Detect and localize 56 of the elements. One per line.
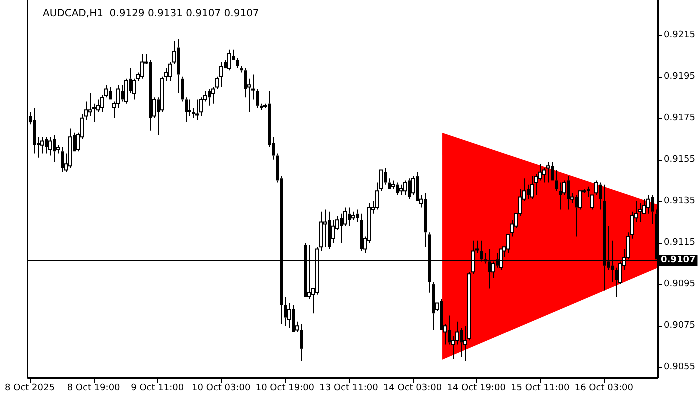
candlestick xyxy=(33,108,36,154)
x-tick-label: 14 Oct 19:00 xyxy=(447,384,506,394)
candlestick xyxy=(456,321,460,346)
candlestick xyxy=(324,209,328,248)
candlestick xyxy=(181,76,184,102)
y-tick-label: 0.9175 xyxy=(664,113,696,124)
x-tick-label: 10 Oct 19:00 xyxy=(256,384,315,394)
candlestick xyxy=(638,203,642,223)
x-tick-label: 9 Oct 11:00 xyxy=(131,384,184,394)
x-tick-label: 16 Oct 03:00 xyxy=(574,384,634,394)
candlestick xyxy=(48,136,52,156)
candlestick xyxy=(288,302,292,329)
candlestick xyxy=(40,136,44,154)
candlestick xyxy=(160,76,164,113)
candlestick xyxy=(534,174,538,196)
candlestick xyxy=(116,84,120,108)
y-tick-label: 0.9215 xyxy=(664,30,696,40)
candlestick xyxy=(538,164,542,182)
x-tick-label: 15 Oct 11:00 xyxy=(511,384,570,394)
x-tick-label: 8 Oct 19:00 xyxy=(67,384,121,394)
candlestick xyxy=(124,78,128,104)
candlestick xyxy=(555,170,558,192)
candlestick xyxy=(332,220,336,244)
candlestick xyxy=(220,62,224,88)
x-tick-label: 10 Oct 03:00 xyxy=(192,384,251,394)
candlestick xyxy=(200,97,204,117)
candlestick xyxy=(404,180,408,196)
y-tick-label: 0.9195 xyxy=(664,72,696,82)
candlestick xyxy=(228,49,232,72)
y-tick-label: 0.9135 xyxy=(664,196,696,206)
candlestick xyxy=(344,207,348,227)
candlestick xyxy=(646,194,650,214)
candlestick xyxy=(185,97,188,124)
x-tick-label: 8 Oct 2025 xyxy=(5,384,55,394)
text: AUDCAD,H1 0.9129 0.9131 0.9107 0.9107 xyxy=(43,8,260,20)
candlestick xyxy=(236,58,239,70)
candlestick xyxy=(542,168,546,184)
x-tick-label: 14 Oct 03:00 xyxy=(383,384,442,394)
y-tick-label: 0.9155 xyxy=(664,154,696,165)
candlestick xyxy=(188,99,191,117)
ref-line-label: 0.9107 xyxy=(661,256,696,266)
y-tick-label: 0.9075 xyxy=(664,321,696,332)
candlestick xyxy=(392,180,396,190)
candlestick xyxy=(140,54,144,80)
y-tick-label: 0.9115 xyxy=(664,238,696,248)
y-tick-label: 0.9055 xyxy=(664,362,696,373)
candlestick xyxy=(546,162,550,184)
candlestick xyxy=(400,184,404,196)
candlestick xyxy=(562,180,566,196)
candlestick xyxy=(352,211,356,221)
x-tick-label: 13 Oct 11:00 xyxy=(320,384,379,394)
candlestick xyxy=(68,128,72,169)
candlestick xyxy=(240,66,243,74)
candlestick xyxy=(530,176,534,200)
y-tick-label: 0.9095 xyxy=(664,280,696,290)
candlestick xyxy=(132,78,136,100)
